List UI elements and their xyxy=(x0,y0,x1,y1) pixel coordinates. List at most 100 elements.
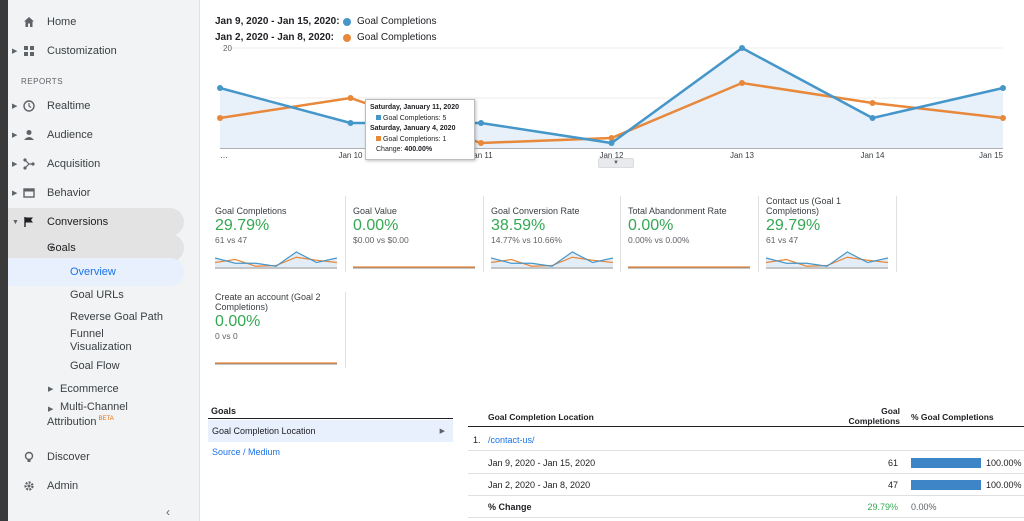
data-point xyxy=(869,115,876,121)
expand-caret-icon[interactable]: ▶ xyxy=(12,132,18,139)
row-value: 61 xyxy=(887,458,898,468)
sidebar-item-home[interactable]: Home xyxy=(8,8,184,36)
scorecard-goal-value[interactable]: Goal Value 0.00% $0.00 vs $0.00 xyxy=(353,196,483,270)
sidebar-item-customization[interactable]: ▶ Customization xyxy=(12,45,117,57)
expand-caret-icon[interactable]: ▶ xyxy=(12,103,18,110)
scorecard-value: 0.00% xyxy=(353,217,399,234)
sidebar-item-ecommerce[interactable]: ▶ Ecommerce xyxy=(48,383,119,395)
legend-series-name: Goal Completions xyxy=(357,32,437,43)
data-point xyxy=(347,120,354,126)
sidebar-item-acquisition[interactable]: ▶ Acquisition xyxy=(12,157,101,171)
legend-dot xyxy=(343,17,351,26)
window-edge xyxy=(0,0,8,521)
legend-series-name: Goal Completions xyxy=(357,16,437,27)
sidebar-item-behavior[interactable]: ▶ Behavior xyxy=(12,186,91,200)
column-header-completions[interactable]: Goal Completions xyxy=(848,406,900,426)
beta-badge: BETA xyxy=(98,416,114,423)
scorecard-value: 0.00% xyxy=(628,217,674,234)
scorecard-value: 29.79% xyxy=(766,217,821,234)
expand-caret-icon[interactable]: ▶ xyxy=(48,386,54,393)
sidebar-item-multichannel[interactable]: ▶ Multi-Channel Attribution BETA xyxy=(47,401,128,428)
sidebar-item-discover[interactable]: Discover xyxy=(8,443,184,471)
sparkline xyxy=(766,251,888,269)
data-point xyxy=(739,80,745,86)
scorecard-compare: 0.00% vs 0.00% xyxy=(628,235,690,245)
x-tick-label: Jan 12 xyxy=(599,151,624,160)
tooltip-line-1: Goal Completions: 5 xyxy=(383,114,447,122)
reports-header: REPORTS xyxy=(21,77,64,86)
sparkline-line xyxy=(215,251,337,267)
scorecard-title: Goal Conversion Rate xyxy=(491,206,580,216)
scorecard-compare: 14.77% vs 10.66% xyxy=(491,235,562,245)
clock-icon xyxy=(22,99,36,113)
row-value: 47 xyxy=(887,480,898,490)
funnel-label-line1: Funnel xyxy=(70,328,104,340)
scorecard-compare: $0.00 vs $0.00 xyxy=(353,235,409,245)
tooltip-change-value: 400.00% xyxy=(404,146,433,153)
sidebar-item-admin[interactable]: Admin xyxy=(8,472,184,500)
expand-caret-icon[interactable]: ▶ xyxy=(12,190,18,197)
sidebar-item-funnel-visualization[interactable]: Funnel Visualization xyxy=(8,327,184,355)
sparkline-line xyxy=(491,251,613,267)
scorecard-total-abandonment-rate[interactable]: Total Abandonment Rate 0.00% 0.00% vs 0.… xyxy=(628,196,758,270)
column-header-location[interactable]: Goal Completion Location xyxy=(488,412,594,422)
sidebar-item-goal-urls[interactable]: Goal URLs xyxy=(70,289,124,301)
data-point xyxy=(608,140,615,146)
expand-caret-icon[interactable]: ▶ xyxy=(12,48,18,55)
percent-bar xyxy=(911,480,981,490)
scorecard-title: Total Abandonment Rate xyxy=(628,206,727,216)
sparkline xyxy=(215,251,337,269)
sidebar-item-reverse-goal-path[interactable]: Reverse Goal Path xyxy=(70,311,163,323)
x-tick-label: … xyxy=(220,151,228,160)
sidebar-item-realtime[interactable]: ▶ Realtime xyxy=(12,99,91,113)
divider xyxy=(758,196,759,272)
chevron-right-icon: ▶ xyxy=(439,428,445,435)
table-row: Jan 2, 2020 - Jan 8, 2020 47 100.00% xyxy=(468,474,1024,496)
legend-series-2: Jan 2, 2020 - Jan 8, 2020: Goal Completi… xyxy=(215,32,436,43)
behavior-icon xyxy=(22,186,36,200)
sidebar: Home ▶ Customization REPORTS ▶ Realtime … xyxy=(8,0,200,521)
scorecard-contact-us[interactable]: Contact us (Goal 1 Completions) 29.79% 6… xyxy=(766,196,896,270)
expand-caret-icon[interactable]: ▶ xyxy=(48,406,54,413)
acquisition-icon xyxy=(22,157,36,171)
home-icon xyxy=(22,15,36,29)
sidebar-item-goals[interactable]: ▼ Goals xyxy=(8,234,184,262)
dimension-source-medium-link[interactable]: Source / Medium xyxy=(212,447,281,457)
funnel-label-line2: Visualization xyxy=(70,341,132,353)
divider xyxy=(483,196,484,272)
tooltip-swatch xyxy=(376,135,381,141)
dimension-goal-completion-location[interactable]: Goal Completion Location ▶ xyxy=(208,420,453,442)
sidebar-item-conversions[interactable]: ▼ Conversions xyxy=(8,208,184,236)
sparkline-line xyxy=(491,256,613,267)
sidebar-item-audience[interactable]: ▶ Audience xyxy=(12,129,93,141)
x-tick-label: Jan 10 xyxy=(338,151,363,160)
scorecard-compare: 61 vs 47 xyxy=(766,235,799,245)
sidebar-item-goal-flow[interactable]: Goal Flow xyxy=(70,360,120,372)
sparkline-line xyxy=(215,256,337,267)
chart-resize-handle[interactable]: ▼ xyxy=(598,158,634,168)
tooltip-change-label: Change: xyxy=(376,146,405,153)
scorecard-value: 38.59% xyxy=(491,217,546,234)
legend-range: Jan 9, 2020 - Jan 15, 2020: xyxy=(215,16,340,27)
collapse-caret-icon[interactable]: ▼ xyxy=(48,244,55,252)
collapse-caret-icon[interactable]: ▼ xyxy=(12,218,19,226)
row-range: Jan 2, 2020 - Jan 8, 2020 xyxy=(488,480,591,490)
sparkline-line xyxy=(766,256,888,267)
tooltip-date-1: Saturday, January 11, 2020 xyxy=(370,104,459,111)
scorecard-compare: 61 vs 47 xyxy=(215,235,248,245)
scorecard-compare: 0 vs 0 xyxy=(215,331,238,341)
row-location-link[interactable]: /contact-us/ xyxy=(488,435,535,445)
dimension-label: Goal Completion Location xyxy=(212,426,316,436)
goals-header: Goals xyxy=(211,406,237,416)
scorecard-title: Contact us (Goal 1 Completions) xyxy=(766,196,842,216)
scorecard-create-account[interactable]: Create an account (Goal 2 Completions) 0… xyxy=(215,292,345,366)
scorecard-goal-completions[interactable]: Goal Completions 29.79% 61 vs 47 xyxy=(215,196,345,270)
scorecard-goal-conversion-rate[interactable]: Goal Conversion Rate 38.59% 14.77% vs 10… xyxy=(491,196,621,270)
data-point xyxy=(217,115,223,121)
sidebar-item-overview[interactable]: Overview xyxy=(8,258,184,286)
sparkline xyxy=(491,251,613,269)
column-header-percent[interactable]: % Goal Completions xyxy=(911,412,994,422)
x-tick-label: Jan 14 xyxy=(860,151,885,160)
chevron-left-icon[interactable]: ‹ xyxy=(166,505,170,519)
expand-caret-icon[interactable]: ▶ xyxy=(12,161,18,168)
